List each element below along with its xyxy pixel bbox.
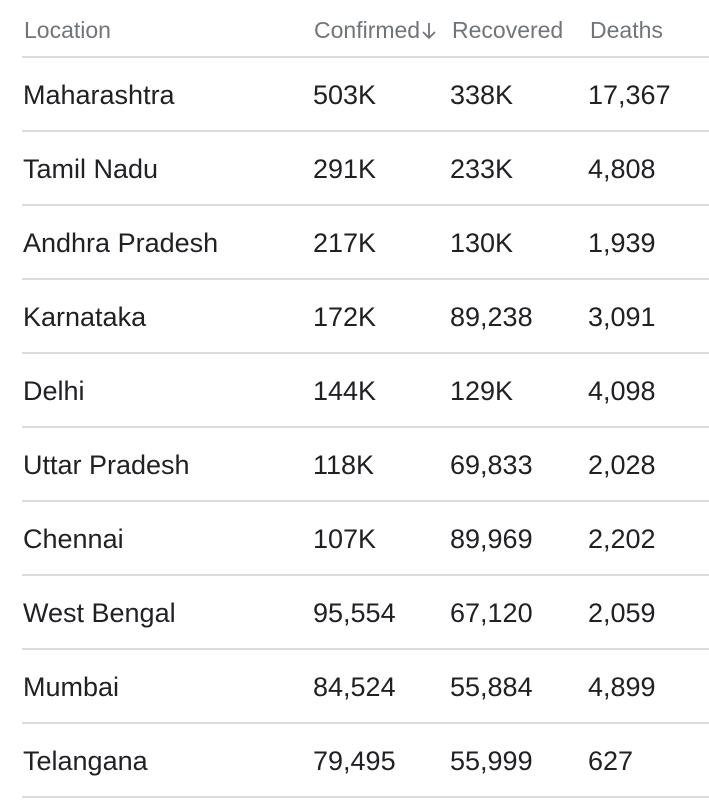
cell-location: Mumbai bbox=[23, 672, 120, 702]
cell-confirmed: 217K bbox=[313, 228, 377, 258]
cell-location: Telangana bbox=[23, 746, 148, 776]
column-header-confirmed-label: Confirmed bbox=[314, 17, 421, 43]
cell-location: Delhi bbox=[23, 376, 85, 406]
table-row[interactable]: Karnataka 172K 89,238 3,091 bbox=[22, 280, 709, 354]
cell-recovered: 55,884 bbox=[450, 672, 533, 702]
cell-recovered: 338K bbox=[450, 80, 514, 110]
column-header-location[interactable]: Location bbox=[24, 17, 111, 43]
cell-confirmed: 107K bbox=[313, 524, 377, 554]
cell-recovered: 69,833 bbox=[450, 450, 533, 480]
cell-confirmed: 144K bbox=[313, 376, 377, 406]
table-row[interactable]: Chennai 107K 89,969 2,202 bbox=[22, 502, 709, 576]
cell-location: West Bengal bbox=[23, 598, 176, 628]
cell-confirmed: 118K bbox=[313, 450, 375, 480]
cell-confirmed: 172K bbox=[313, 302, 377, 332]
table-row[interactable]: Uttar Pradesh 118K 69,833 2,028 bbox=[22, 428, 709, 502]
table-row[interactable]: Tamil Nadu 291K 233K 4,808 bbox=[22, 132, 709, 206]
stats-table: Location Confirmed Recovered Deaths Maha… bbox=[22, 0, 709, 798]
table-row[interactable]: Telangana 79,495 55,999 627 bbox=[22, 724, 709, 798]
table-row[interactable]: Delhi 144K 129K 4,098 bbox=[22, 354, 709, 428]
cell-deaths: 4,098 bbox=[588, 376, 656, 406]
cell-deaths: 2,028 bbox=[588, 450, 656, 480]
cell-recovered: 89,238 bbox=[450, 302, 533, 332]
table-row[interactable]: Mumbai 84,524 55,884 4,899 bbox=[22, 650, 709, 724]
cell-location: Andhra Pradesh bbox=[23, 228, 219, 258]
table-row[interactable]: Andhra Pradesh 217K 130K 1,939 bbox=[22, 206, 709, 280]
table-header-row: Location Confirmed Recovered Deaths bbox=[22, 0, 709, 58]
cell-location: Chennai bbox=[23, 524, 124, 554]
cell-recovered: 89,969 bbox=[450, 524, 533, 554]
cell-location: Karnataka bbox=[23, 302, 147, 332]
cell-deaths: 17,367 bbox=[588, 80, 671, 110]
cell-recovered: 233K bbox=[450, 154, 514, 184]
cell-location: Maharashtra bbox=[23, 80, 175, 110]
cell-deaths: 627 bbox=[588, 746, 634, 776]
arrow-down-icon bbox=[422, 23, 436, 40]
cell-recovered: 67,120 bbox=[450, 598, 533, 628]
cell-location: Uttar Pradesh bbox=[23, 450, 190, 480]
cell-recovered: 129K bbox=[450, 376, 514, 406]
cell-deaths: 3,091 bbox=[588, 302, 656, 332]
cell-deaths: 4,808 bbox=[588, 154, 656, 184]
cell-deaths: 2,059 bbox=[588, 598, 656, 628]
column-header-deaths[interactable]: Deaths bbox=[590, 17, 663, 43]
column-header-confirmed[interactable]: Confirmed bbox=[314, 16, 436, 44]
cell-confirmed: 95,554 bbox=[313, 598, 396, 628]
cell-location: Tamil Nadu bbox=[23, 154, 159, 184]
table-row[interactable]: West Bengal 95,554 67,120 2,059 bbox=[22, 576, 709, 650]
cell-recovered: 130K bbox=[450, 228, 514, 258]
cell-deaths: 1,939 bbox=[588, 228, 656, 258]
cell-confirmed: 79,495 bbox=[313, 746, 396, 776]
table-row[interactable]: Maharashtra 503K 338K 17,367 bbox=[22, 58, 709, 132]
cell-deaths: 4,899 bbox=[588, 672, 656, 702]
cell-confirmed: 503K bbox=[313, 80, 377, 110]
column-header-recovered[interactable]: Recovered bbox=[452, 17, 564, 43]
cell-confirmed: 291K bbox=[313, 154, 377, 184]
cell-confirmed: 84,524 bbox=[313, 672, 396, 702]
cell-deaths: 2,202 bbox=[588, 524, 656, 554]
cell-recovered: 55,999 bbox=[450, 746, 533, 776]
